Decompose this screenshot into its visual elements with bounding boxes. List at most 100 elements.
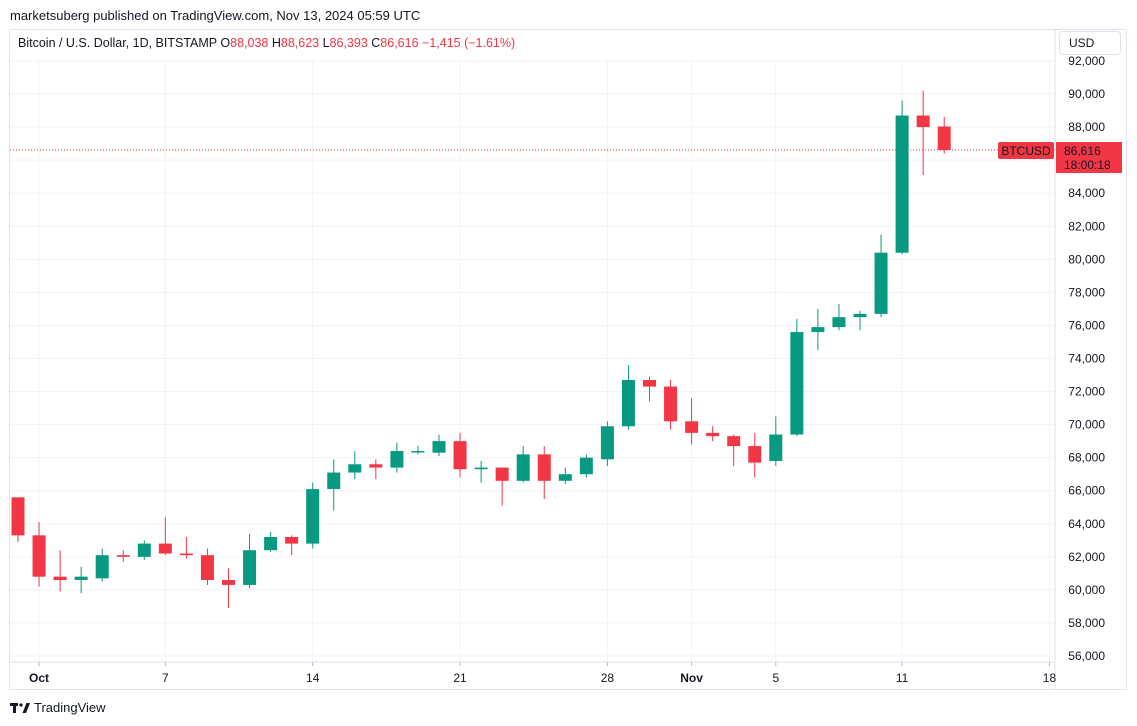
- candle-body: [390, 451, 404, 468]
- legend-close-label: C: [371, 36, 381, 50]
- x-tick-label: 5: [772, 671, 779, 685]
- candle: [874, 234, 888, 318]
- candle: [411, 446, 425, 455]
- legend-symbol: Bitcoin / U.S. Dollar, 1D, BITSTAMP: [18, 36, 217, 50]
- candle: [748, 432, 762, 478]
- candle-body: [11, 497, 25, 536]
- candle: [600, 421, 614, 466]
- x-tick-label: 7: [162, 671, 169, 685]
- y-tick-label: 92,000: [1068, 54, 1105, 68]
- candle: [32, 522, 46, 587]
- candle-body: [432, 441, 446, 453]
- legend-change: −1,415 (−1.61%): [422, 36, 516, 50]
- candle-body: [895, 115, 909, 253]
- candle: [327, 459, 341, 511]
- candle-body: [243, 550, 257, 585]
- legend-low-label: L: [322, 36, 330, 50]
- legend-open-value: 88,038: [230, 36, 269, 50]
- ohlc-legend: Bitcoin / U.S. Dollar, 1D, BITSTAMP O88,…: [18, 36, 515, 50]
- candle: [453, 432, 467, 478]
- candle-body: [811, 327, 825, 333]
- candle: [11, 497, 25, 542]
- x-tick-label: 14: [306, 671, 320, 685]
- candle: [158, 517, 172, 556]
- candle: [937, 116, 951, 154]
- candle-body: [727, 436, 741, 447]
- candle-body: [537, 454, 551, 481]
- candle: [285, 535, 299, 556]
- candle: [811, 308, 825, 351]
- candle-body: [74, 576, 88, 580]
- candle: [895, 100, 909, 255]
- candles: [11, 90, 951, 609]
- currency-button[interactable]: USD: [1059, 31, 1121, 55]
- y-tick-label: 78,000: [1068, 285, 1105, 299]
- y-tick-label: 80,000: [1068, 252, 1105, 266]
- candle: [390, 442, 404, 473]
- candle-body: [643, 379, 656, 387]
- y-tick-label: 60,000: [1068, 583, 1105, 597]
- candle: [306, 482, 320, 549]
- footer: TradingView: [10, 700, 106, 715]
- candle: [769, 416, 783, 466]
- candle-body: [95, 555, 109, 579]
- y-tick-label: 88,000: [1068, 120, 1105, 134]
- candle-body: [179, 553, 193, 556]
- candle-body: [285, 537, 299, 544]
- y-tick-label: 72,000: [1068, 385, 1105, 399]
- candle-body: [453, 441, 467, 470]
- candle: [643, 376, 656, 402]
- candle: [200, 548, 214, 585]
- candle-body: [621, 379, 635, 427]
- candle-body: [853, 313, 867, 318]
- price-label-symbol: BTCUSD: [1001, 144, 1051, 158]
- candle-body: [306, 489, 320, 544]
- grid-lines: [10, 60, 1055, 657]
- candle-body: [222, 579, 235, 585]
- y-tick-label: 58,000: [1068, 616, 1105, 630]
- y-tick-label: 62,000: [1068, 550, 1105, 564]
- legend-open-label: O: [220, 36, 231, 50]
- candle: [579, 454, 593, 478]
- candle: [495, 467, 509, 506]
- candle: [664, 379, 678, 430]
- x-tick-label: 18: [1043, 671, 1057, 685]
- candle: [790, 318, 804, 437]
- y-tick-label: 90,000: [1068, 87, 1105, 101]
- candle: [264, 532, 278, 552]
- price-axis: 56,000 58,000 60,000 62,000 64,000 66,000 68,0…: [1054, 29, 1105, 690]
- x-tick-label: 21: [453, 671, 467, 685]
- legend-close-value: 86,616: [380, 36, 419, 50]
- candle-body: [937, 126, 951, 150]
- candle: [95, 548, 109, 582]
- candle: [116, 550, 130, 562]
- candle-body: [516, 454, 530, 481]
- candle-body: [769, 434, 783, 461]
- candle-body: [53, 576, 67, 580]
- candle-body: [32, 535, 46, 577]
- legend-high-label: H: [271, 36, 281, 50]
- price-label-value-bg: [1056, 141, 1122, 173]
- candle: [74, 566, 88, 594]
- candle-body: [116, 555, 130, 557]
- footer-brand[interactable]: TradingView: [34, 700, 106, 715]
- candle-body: [348, 464, 362, 473]
- candle-body: [495, 467, 509, 481]
- candle: [516, 446, 530, 483]
- candle-body: [158, 543, 172, 554]
- price-label-countdown: 18:00:18: [1064, 158, 1111, 172]
- candle-body: [600, 426, 614, 460]
- candle: [474, 460, 488, 483]
- candle-body: [832, 317, 846, 328]
- time-axis: Oct 7 14 21 28 Nov 5 11 18: [10, 661, 1057, 685]
- candle: [179, 537, 193, 559]
- candle: [537, 446, 551, 499]
- y-tick-label: 56,000: [1068, 649, 1105, 663]
- candle: [706, 426, 720, 442]
- candle: [727, 434, 741, 466]
- price-label-symbol-bg: [998, 141, 1054, 159]
- candle: [222, 568, 235, 609]
- y-tick-label: 68,000: [1068, 451, 1105, 465]
- candle-body: [137, 543, 151, 557]
